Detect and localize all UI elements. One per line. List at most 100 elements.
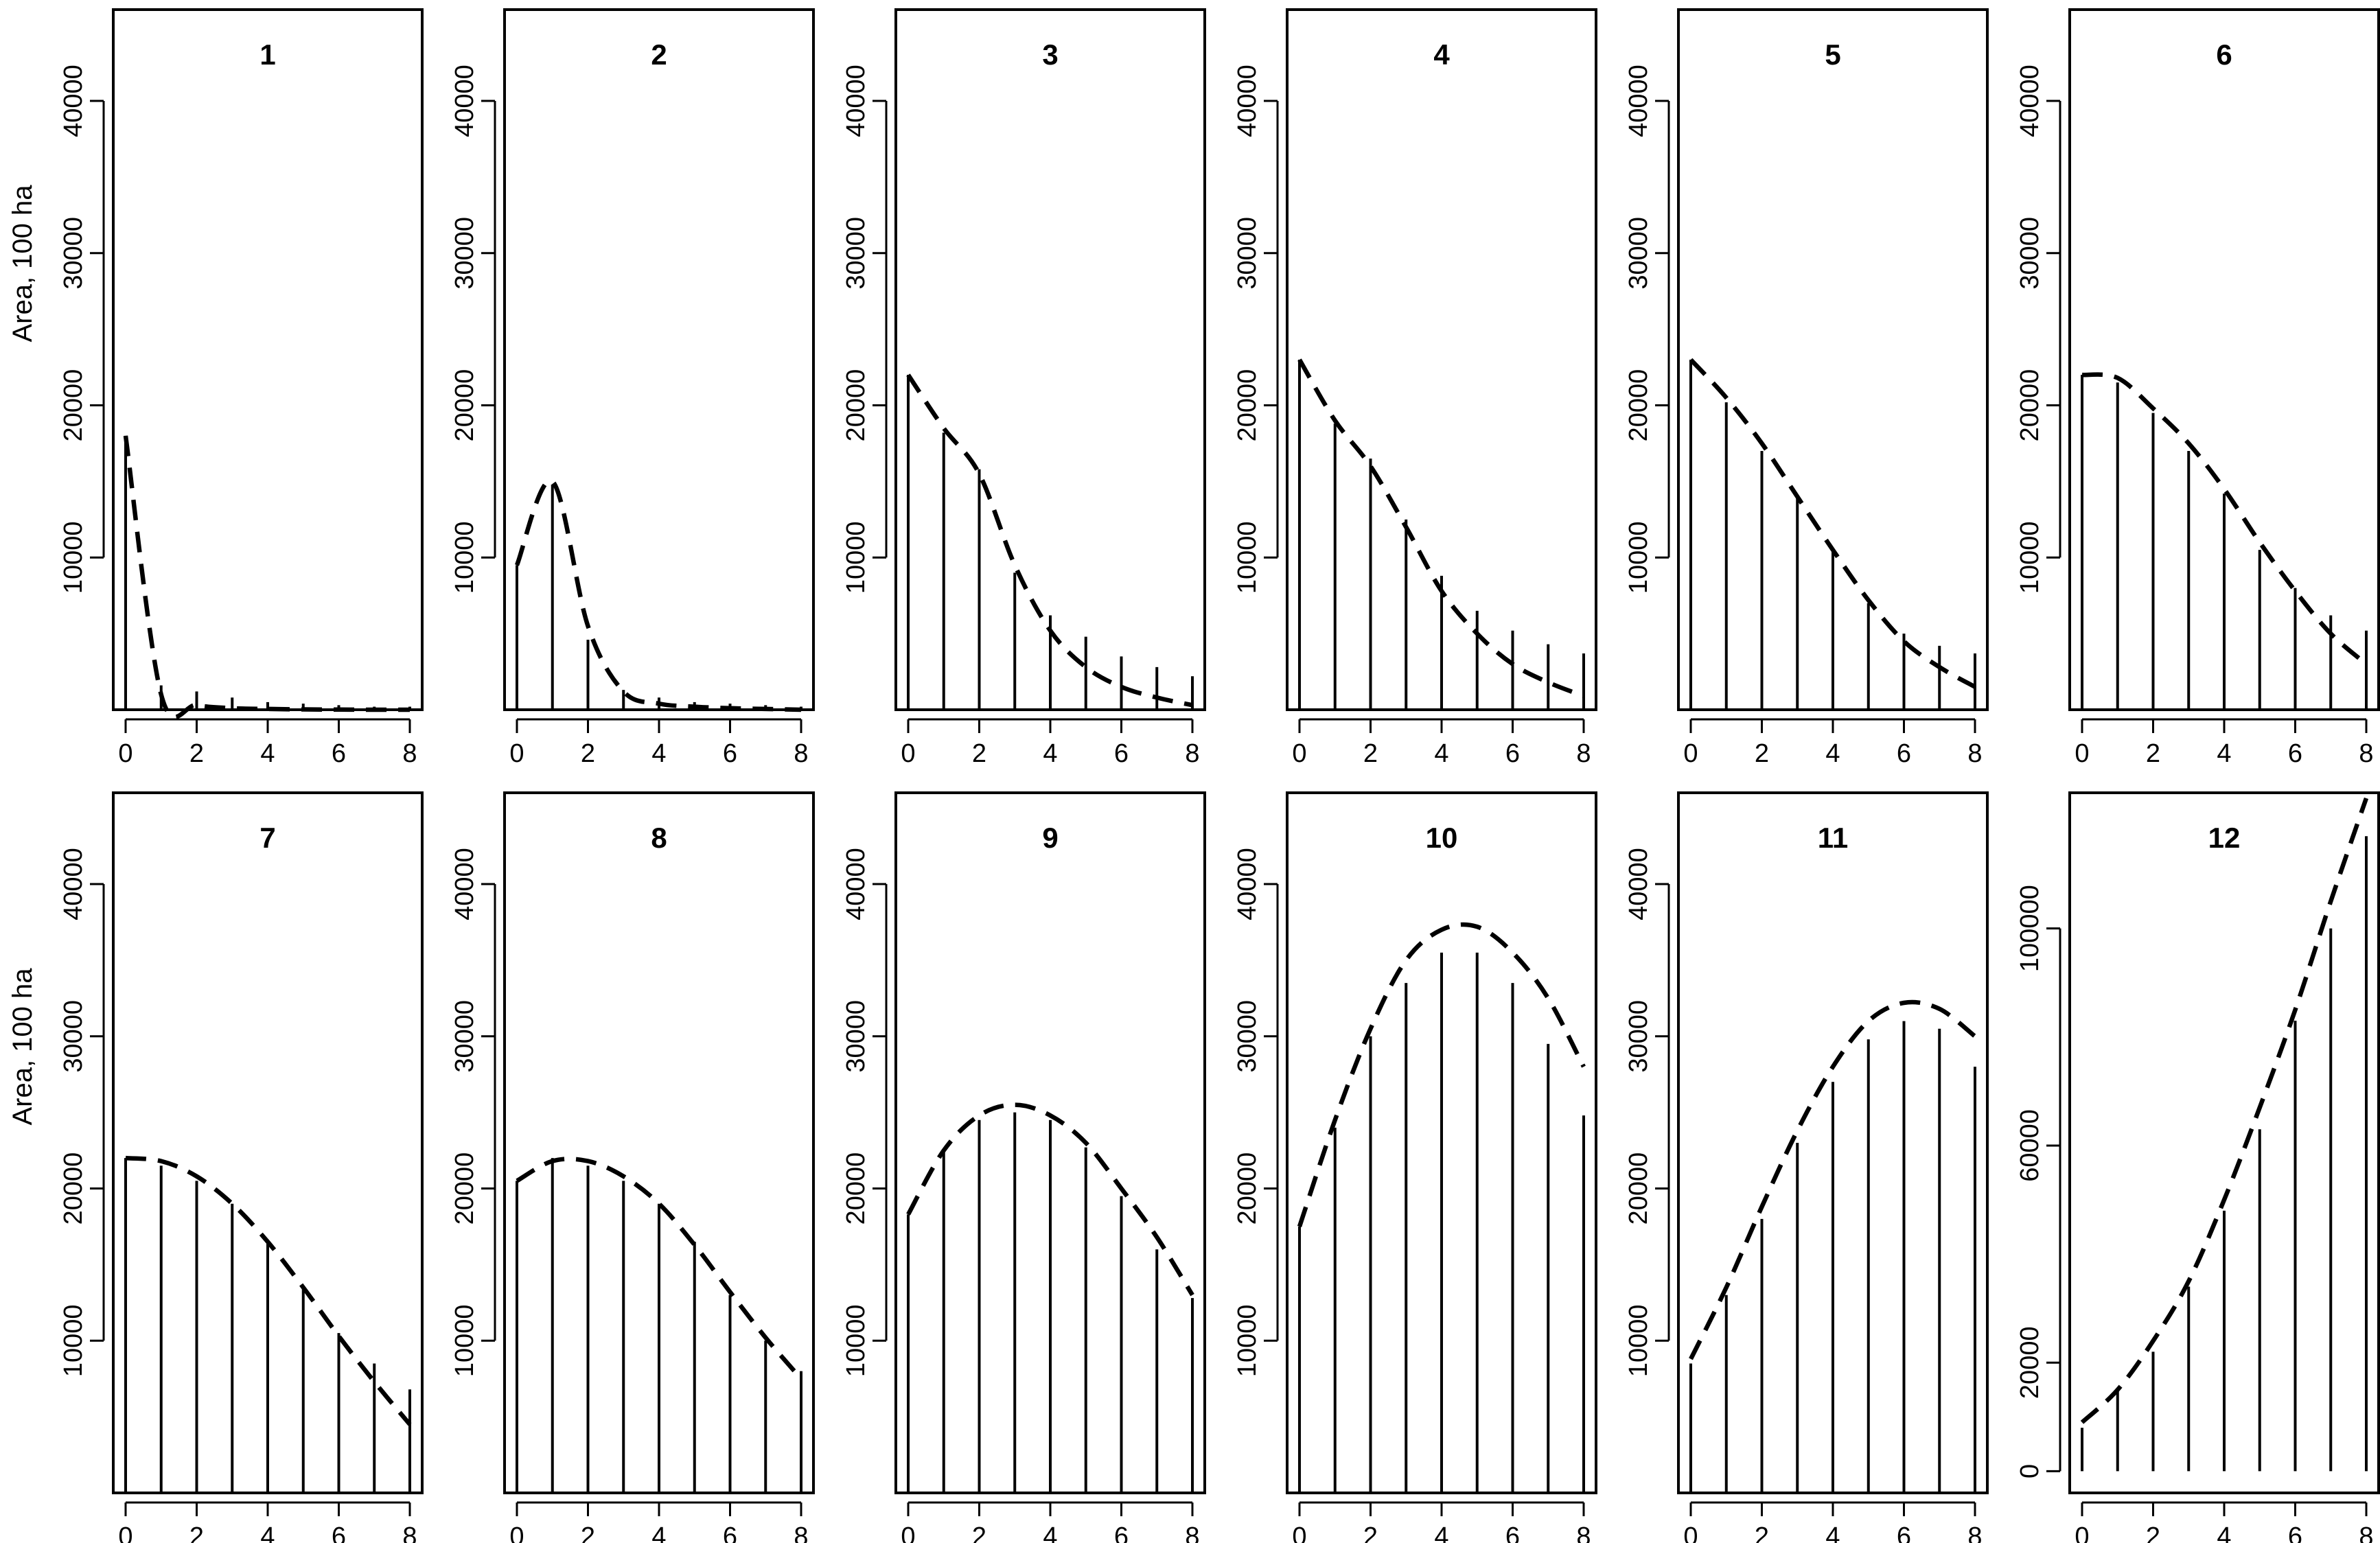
x-tick-label: 4 [1434, 1522, 1448, 1543]
panel-title: 11 [1818, 822, 1848, 854]
x-tick-label: 4 [651, 739, 666, 768]
x-tick-label: 8 [402, 1522, 417, 1543]
y-tick-label: 10000 [450, 1304, 479, 1377]
x-tick-label: 0 [118, 739, 132, 768]
panel-title: 7 [259, 822, 275, 854]
panel-10: 10 0 2 4 6 8 10000 20000 30000 40000 [1233, 791, 1597, 1543]
y-tick-label: 40000 [450, 65, 479, 137]
panel-9: 9 0 2 4 6 8 10000 20000 30000 40000 [842, 791, 1206, 1543]
y-tick-label: 60000 [2015, 1109, 2044, 1182]
x-tick-label: 2 [972, 1522, 986, 1543]
y-tick-label: 10000 [1233, 1304, 1262, 1377]
fitted-curve [123, 435, 411, 719]
fitted-curve [1297, 922, 1586, 1227]
y-tick-label: 40000 [450, 848, 479, 920]
x-tick-label: 8 [402, 739, 417, 768]
x-tick-label: 2 [581, 1522, 595, 1543]
panel-5: 5 0 2 4 6 8 10000 20000 30000 40000 [1624, 8, 1989, 768]
x-tick-label: 6 [1897, 1522, 1911, 1543]
x-tick-label: 4 [651, 1522, 666, 1543]
panel-frame [112, 8, 424, 711]
y-tick-label: 20000 [450, 369, 479, 442]
y-tick-label: 40000 [59, 848, 88, 920]
panel-2: 2 0 2 4 6 8 10000 20000 30000 40000 [450, 8, 815, 768]
y-tick-label: 20000 [59, 369, 88, 442]
panel-1: 1 0 2 4 6 8 10000 20000 30000 40000 Area, 100 ha [8, 8, 424, 768]
x-tick-label: 0 [2075, 1522, 2089, 1543]
y-tick-label: 40000 [1233, 848, 1262, 920]
y-tick-label: 10000 [450, 521, 479, 594]
panel-7: 7 0 2 4 6 8 10000 20000 30000 40000 Area, 100 ha [8, 791, 424, 1543]
y-tick-label: 20000 [59, 1152, 88, 1225]
fitted-curve [2080, 797, 2369, 1424]
x-tick-label: 6 [723, 739, 737, 768]
y-tick-label: 30000 [842, 1000, 870, 1073]
y-tick-label: 20000 [1233, 1152, 1262, 1225]
x-tick-label: 2 [2146, 739, 2160, 768]
y-tick-label: 30000 [1624, 217, 1653, 290]
fitted-curve [1297, 358, 1585, 699]
x-tick-label: 0 [118, 1522, 132, 1543]
x-tick-label: 4 [260, 739, 275, 768]
panel-frame [2068, 791, 2380, 1494]
x-tick-label: 6 [1505, 739, 1520, 768]
fitted-curve [906, 1102, 1194, 1297]
fitted-curve [1689, 999, 1977, 1360]
panel-title: 8 [651, 822, 667, 854]
x-tick-label: 2 [1755, 739, 1769, 768]
x-tick-label: 0 [1292, 1522, 1306, 1543]
y-tick-label: 10000 [59, 521, 88, 594]
x-tick-label: 4 [2217, 739, 2231, 768]
panel-title: 12 [2208, 822, 2241, 854]
x-tick-label: 4 [1434, 739, 1448, 768]
panel-8: 8 0 2 4 6 8 10000 20000 30000 40000 [450, 791, 815, 1543]
x-tick-label: 0 [2075, 739, 2089, 768]
y-tick-label: 10000 [1233, 521, 1262, 594]
y-tick-label: 40000 [842, 65, 870, 137]
y-tick-label: 30000 [1233, 217, 1262, 290]
y-tick-label: 30000 [59, 217, 88, 290]
x-tick-label: 4 [1043, 1522, 1057, 1543]
y-tick-label: 40000 [59, 65, 88, 137]
y-axis-label: Area, 100 ha [8, 968, 38, 1126]
panel-title: 1 [259, 38, 275, 71]
panel-title: 3 [1042, 38, 1058, 71]
y-tick-label: 20000 [1624, 369, 1653, 442]
x-tick-label: 8 [1185, 739, 1199, 768]
fitted-curve [125, 1155, 412, 1426]
fitted-curve [906, 373, 1193, 708]
fitted-curve [516, 1157, 803, 1380]
y-tick-label: 30000 [450, 1000, 479, 1073]
y-axis-label: Area, 100 ha [8, 185, 38, 343]
y-tick-label: 10000 [1624, 521, 1653, 594]
fitted-curve [1689, 358, 1976, 689]
x-tick-label: 2 [189, 739, 204, 768]
fitted-curve [514, 478, 802, 712]
panel-title: 9 [1042, 822, 1058, 854]
x-tick-label: 8 [794, 739, 808, 768]
panel-title: 2 [651, 38, 667, 71]
x-tick-label: 6 [1505, 1522, 1520, 1543]
x-tick-label: 4 [260, 1522, 275, 1543]
y-tick-label: 10000 [1624, 1304, 1653, 1377]
x-tick-label: 0 [1683, 739, 1698, 768]
x-tick-label: 6 [2288, 1522, 2302, 1543]
x-tick-label: 0 [1292, 739, 1306, 768]
y-tick-label: 20000 [2015, 369, 2044, 442]
y-tick-label: 10000 [842, 1304, 870, 1377]
panel-title: 4 [1433, 38, 1450, 71]
y-tick-label: 40000 [842, 848, 870, 920]
x-tick-label: 0 [901, 739, 915, 768]
x-tick-label: 0 [509, 739, 524, 768]
x-tick-label: 4 [2217, 1522, 2231, 1543]
panel-4: 4 0 2 4 6 8 10000 20000 30000 40000 [1233, 8, 1597, 768]
panel-frame [894, 8, 1206, 711]
x-tick-label: 2 [1363, 1522, 1378, 1543]
x-tick-label: 2 [1363, 739, 1378, 768]
y-tick-label: 20000 [1624, 1152, 1653, 1225]
x-tick-label: 8 [1185, 1522, 1199, 1543]
y-tick-label: 100000 [2015, 885, 2044, 972]
x-tick-label: 6 [332, 1522, 346, 1543]
x-tick-label: 8 [1576, 1522, 1591, 1543]
